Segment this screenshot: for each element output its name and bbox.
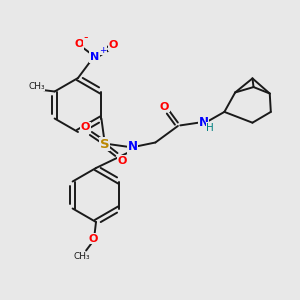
Text: N: N — [198, 116, 208, 129]
Text: N: N — [90, 52, 99, 62]
Text: CH₃: CH₃ — [73, 252, 90, 261]
Text: O: O — [160, 101, 169, 112]
Text: +: + — [99, 46, 107, 55]
Text: N: N — [128, 140, 138, 154]
Text: -: - — [83, 31, 88, 44]
Text: O: O — [74, 39, 84, 50]
Text: CH₃: CH₃ — [28, 82, 45, 91]
Text: H: H — [206, 123, 214, 133]
Text: O: O — [89, 233, 98, 244]
Text: S: S — [100, 137, 109, 151]
Text: O: O — [81, 122, 90, 133]
Text: O: O — [109, 40, 118, 50]
Text: O: O — [117, 155, 127, 166]
